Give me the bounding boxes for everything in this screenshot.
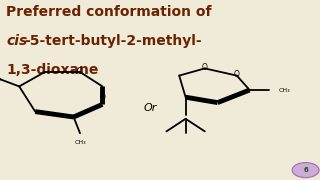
Text: -5-tert-butyl-2-methyl-: -5-tert-butyl-2-methyl-: [25, 34, 202, 48]
Text: Or: Or: [144, 103, 157, 113]
Text: CH₃: CH₃: [278, 87, 290, 93]
Text: cis: cis: [6, 34, 28, 48]
Text: 1,3-dioxane: 1,3-dioxane: [6, 63, 99, 77]
Text: O: O: [234, 70, 240, 79]
Text: O: O: [202, 63, 208, 72]
Text: Preferred conformation of: Preferred conformation of: [6, 5, 212, 19]
Text: O: O: [77, 67, 83, 76]
Text: 6: 6: [303, 167, 308, 173]
Circle shape: [292, 163, 319, 178]
Text: CH₃: CH₃: [74, 140, 86, 145]
Text: O: O: [100, 93, 105, 102]
